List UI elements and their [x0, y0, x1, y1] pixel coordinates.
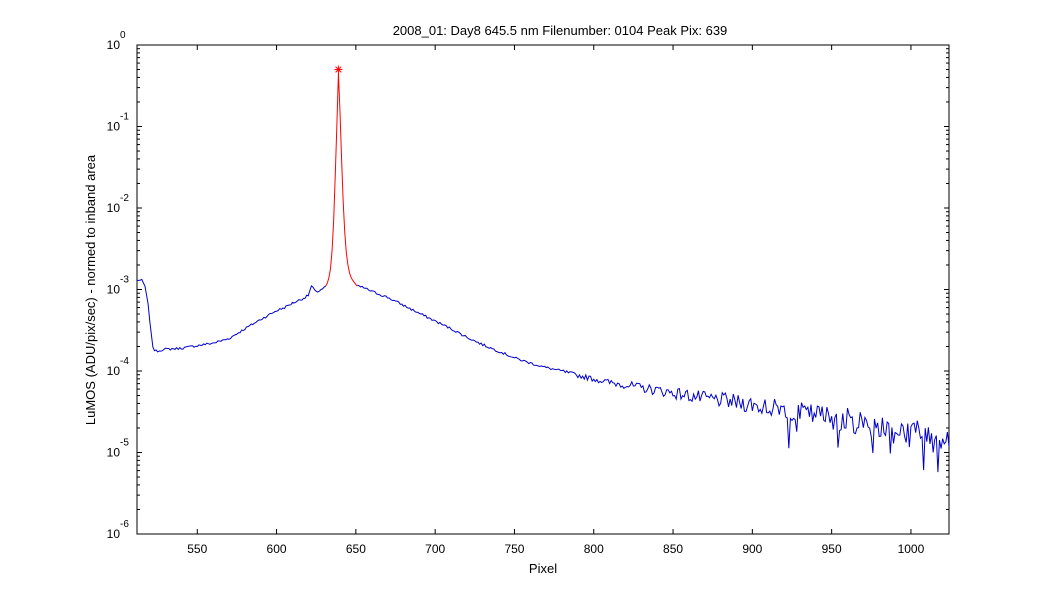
- peak-series-line: [325, 73, 358, 287]
- series-line-right: [357, 284, 950, 473]
- x-tick-label: 1000: [898, 542, 925, 556]
- y-axis-label: LuMOS (ADU/pix/sec) - normed to inband a…: [83, 154, 98, 425]
- y-tick-label-base: 10: [107, 364, 121, 378]
- y-tick-label-exponent: 0: [120, 30, 126, 41]
- y-tick-label-base: 10: [107, 446, 121, 460]
- y-tick-label-base: 10: [107, 527, 121, 541]
- plot-frame: [136, 44, 950, 535]
- x-tick-label: 600: [267, 542, 287, 556]
- y-tick-label-base: 10: [107, 120, 121, 134]
- y-tick-label-exponent: -4: [120, 356, 129, 367]
- y-tick-label-exponent: -6: [120, 519, 129, 530]
- y-tick-label-base: 10: [107, 283, 121, 297]
- y-tick-label-base: 10: [107, 201, 121, 215]
- y-tick-label-exponent: -5: [120, 438, 129, 449]
- x-tick-label: 850: [663, 542, 683, 556]
- marker-layer: [334, 65, 343, 74]
- y-tick-label-base: 10: [107, 38, 121, 52]
- x-tick-label: 800: [584, 542, 604, 556]
- x-tick-label: 650: [346, 542, 366, 556]
- series-layer: [136, 73, 950, 473]
- x-axis-label: Pixel: [529, 561, 557, 576]
- x-tick-label: 900: [742, 542, 762, 556]
- series-line-left: [136, 278, 326, 353]
- y-tick-label-exponent: -2: [120, 193, 129, 204]
- x-tick-label: 700: [425, 542, 445, 556]
- x-tick-label: 750: [504, 542, 524, 556]
- x-tick-label: 550: [187, 542, 207, 556]
- peak-marker: [334, 65, 343, 74]
- y-tick-label-exponent: -3: [120, 275, 129, 286]
- chart-title: 2008_01: Day8 645.5 nm Filenumber: 0104 …: [393, 23, 728, 38]
- y-tick-label-exponent: -1: [120, 112, 129, 123]
- axis-ticks: 550 600 650 700 750 800 850 900 950 100010-610-51…: [107, 30, 949, 556]
- x-tick-label: 950: [822, 542, 842, 556]
